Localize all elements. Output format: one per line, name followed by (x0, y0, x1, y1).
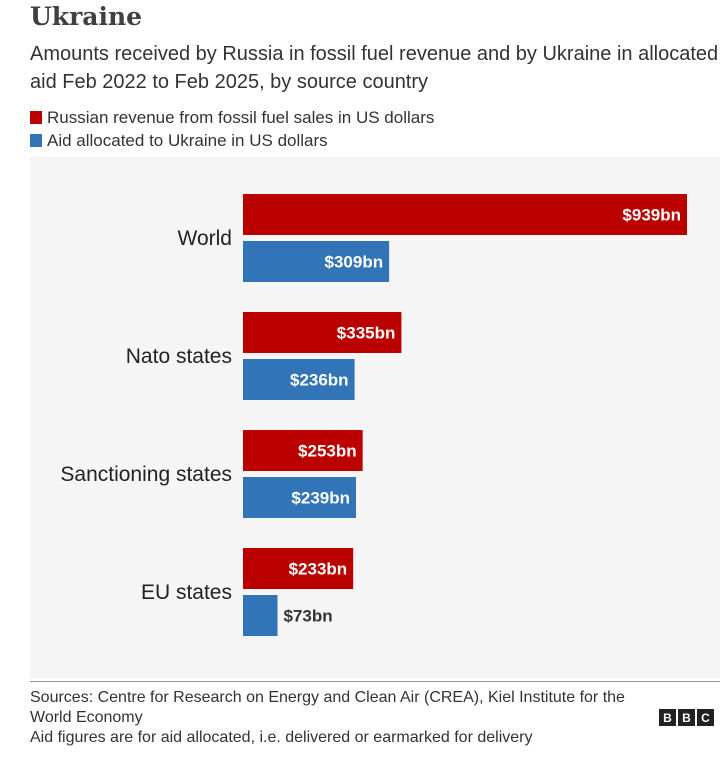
category-label-sanctioning-states: Sanctioning states (60, 463, 232, 486)
legend-item-ukraine: Aid allocated to Ukraine in US dollars (30, 129, 434, 152)
data-label-russia-world: $939bn (622, 206, 681, 225)
chart-title: Ukraine (30, 2, 143, 31)
legend-label-ukraine: Aid allocated to Ukraine in US dollars (47, 130, 328, 150)
bar-ukraine-world (243, 241, 390, 282)
bbc-logo: B B C (659, 709, 714, 726)
category-label-eu-states: EU states (141, 581, 232, 604)
footer-divider (30, 681, 720, 682)
bar-ukraine-nato-states (243, 359, 355, 400)
data-label-russia-eu-states: $233bn (289, 560, 348, 579)
bar-russia-world (243, 194, 687, 235)
legend-item-russia: Russian revenue from fossil fuel sales i… (30, 106, 434, 129)
legend-label-russia: Russian revenue from fossil fuel sales i… (47, 107, 435, 127)
bar-chart: World $939bn $309bn Nato states $335bn $236bn… (60, 194, 687, 636)
bar-ukraine-sanctioning-states (243, 477, 357, 518)
plot-area: World $939bn $309bn Nato states $335bn $236bn… (30, 157, 720, 679)
category-label-world: World (178, 227, 232, 250)
bar-ukraine-eu-states (243, 595, 278, 636)
legend: Russian revenue from fossil fuel sales i… (30, 106, 434, 152)
category-label-nato-states: Nato states (126, 345, 232, 368)
data-label-ukraine-nato-states: $236bn (290, 371, 349, 390)
bbc-logo-letter: B (659, 709, 676, 726)
footer-note: Aid figures are for aid allocated, i.e. … (30, 729, 533, 746)
bar-russia-eu-states (243, 548, 354, 589)
legend-swatch-ukraine (30, 134, 42, 147)
bbc-logo-letter: C (697, 709, 714, 726)
bar-russia-sanctioning-states (243, 430, 363, 471)
chart-subtitle: Amounts received by Russia in fossil fue… (30, 43, 719, 93)
bbc-logo-letter: B (678, 709, 695, 726)
bar-russia-nato-states (243, 312, 402, 353)
data-label-ukraine-sanctioning-states: $239bn (291, 489, 350, 508)
footer: Sources: Centre for Research on Energy a… (30, 688, 650, 748)
footer-sources: Sources: Centre for Research on Energy a… (30, 689, 625, 726)
data-label-ukraine-eu-states: $73bn (284, 607, 333, 626)
data-label-russia-nato-states: $335bn (337, 324, 396, 343)
data-label-russia-sanctioning-states: $253bn (298, 442, 357, 461)
legend-swatch-russia (30, 111, 42, 124)
data-label-ukraine-world: $309bn (325, 253, 384, 272)
